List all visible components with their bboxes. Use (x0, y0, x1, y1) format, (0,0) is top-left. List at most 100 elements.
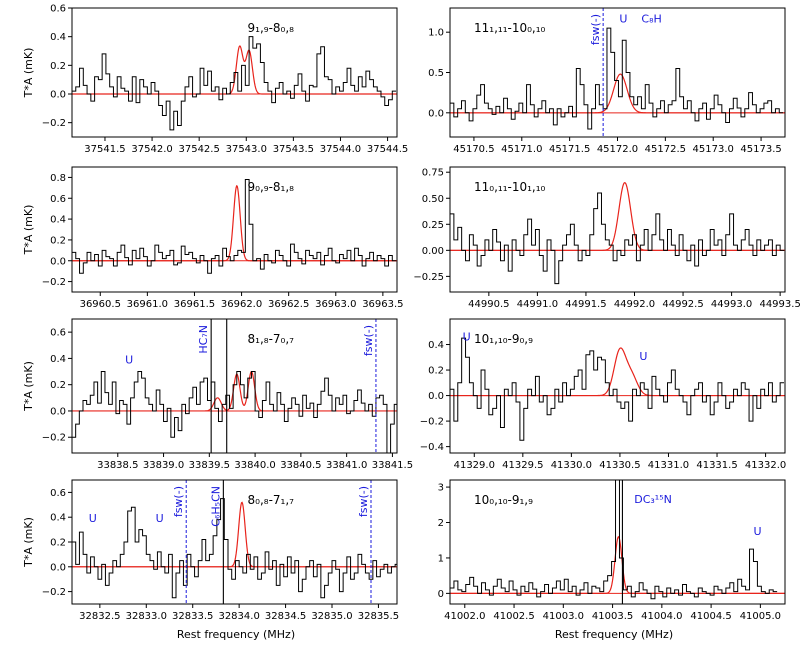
y-tick-label: 0.4 (50, 354, 66, 365)
x-tick-label: 44990.5 (468, 299, 509, 310)
y-tick-label: 0.50 (422, 194, 444, 205)
panel-5: fsw(-) U C₈H 45170.5 45171.0 45171.5 45172.0 45… (428, 7, 786, 155)
y-tick-label: 0.0 (50, 90, 66, 101)
x-tick-label: 45173.5 (740, 144, 781, 155)
y-tick-label: 0.0 (50, 406, 66, 417)
y-tick-label: 0.00 (422, 246, 444, 257)
x-tick-label: 44992.5 (662, 299, 703, 310)
model-fit-line (450, 181, 785, 251)
x-tick-label: 33841.0 (326, 460, 367, 471)
y-tick-label: 0.2 (50, 61, 66, 72)
panel-frame (71, 479, 398, 605)
x-tick-label: 41330.0 (551, 460, 592, 471)
y-tick-label: 0.0 (50, 562, 66, 573)
panel-7: U U 41329.0 41329.5 41330.0 41330.5 41331.0 413… (420, 318, 786, 471)
x-tick-label: 37544.5 (367, 144, 408, 155)
plot-area (72, 480, 397, 604)
x-tick-label: 36963.0 (315, 299, 356, 310)
y-axis-label: T*A (mK) (22, 48, 35, 99)
plot-area (72, 319, 397, 453)
y-tick-label: 0 (438, 589, 444, 600)
annotation-label: U (753, 525, 761, 538)
x-tick-label: 37543.5 (273, 144, 314, 155)
x-axis-label-left: Rest frequency (MHz) (177, 628, 295, 641)
x-tick-label: 37542.5 (178, 144, 219, 155)
x-tick-label: 33840.5 (280, 460, 321, 471)
y-tick-label: 1.0 (428, 28, 444, 39)
annotation-label: U (125, 354, 133, 367)
panel-frame (71, 7, 398, 138)
annotation-label: DC₃¹⁵N (634, 493, 672, 506)
x-tick-label: 41004.0 (641, 611, 682, 622)
x-tick-label: 33839.0 (143, 460, 184, 471)
model-fit-line (72, 184, 397, 262)
y-tick-label: 2 (438, 518, 444, 529)
y-tick-label: −0.25 (413, 272, 444, 283)
model-fit-line (450, 347, 785, 397)
x-tick-label: 36962.5 (268, 299, 309, 310)
panel-frame (71, 166, 398, 293)
panel-frame (71, 318, 398, 454)
y-tick-label: 0.2 (428, 366, 444, 377)
annotation-label: U (619, 13, 627, 26)
panel-title: 9₁,₉-8₀,₈ (248, 21, 295, 35)
x-tick-label: 44993.5 (759, 299, 800, 310)
y-tick-label: 0.6 (50, 194, 66, 205)
x-tick-label: 41331.5 (696, 460, 737, 471)
x-tick-label: 45171.5 (549, 144, 590, 155)
x-tick-label: 32834.0 (218, 611, 259, 622)
x-tick-label: 37543.0 (226, 144, 267, 155)
x-tick-label: 32833.0 (126, 611, 167, 622)
panel-8: DC₃¹⁵N U 41002.0 41002.5 41003.0 41003.5 41004… (438, 479, 786, 622)
plot-area (450, 8, 785, 137)
y-tick-label: 0.0 (50, 256, 66, 267)
annotation-label: C₈H (641, 13, 661, 26)
y-tick-label: 3 (438, 483, 444, 494)
panel-title: 10₀,₁₀-9₁,₉ (474, 493, 533, 507)
spectrum-line (72, 498, 397, 599)
x-tick-label: 36960.5 (80, 299, 121, 310)
annotation-label: U (156, 512, 164, 525)
spectrum-line (72, 179, 397, 274)
plot-area (72, 179, 397, 274)
marker-label: C₆H₅CN (209, 486, 222, 527)
spectrum-line (450, 192, 785, 285)
x-tick-label: 36961.5 (174, 299, 215, 310)
x-tick-label: 41002.5 (493, 611, 534, 622)
x-tick-label: 33841.5 (372, 460, 413, 471)
y-tick-label: 0.6 (50, 488, 66, 499)
marker-label: fsw(-) (589, 14, 602, 45)
spectrum-line (72, 36, 397, 131)
y-tick-label: 0.4 (50, 32, 66, 43)
y-tick-label: 0.5 (428, 68, 444, 79)
x-tick-label: 44991.0 (517, 299, 558, 310)
x-tick-label: 37541.5 (84, 144, 125, 155)
y-axis-label: T*A (mK) (22, 361, 35, 412)
x-tick-label: 44993.0 (711, 299, 752, 310)
annotation-label: U (639, 350, 647, 363)
panel-title: 10₁,₁₀-9₀,₉ (474, 332, 533, 346)
marker-label: fsw(-) (357, 486, 370, 517)
y-tick-label: 0.6 (50, 328, 66, 339)
x-tick-label: 45170.5 (453, 144, 494, 155)
x-tick-label: 45172.5 (645, 144, 686, 155)
x-tick-label: 41003.5 (592, 611, 633, 622)
x-tick-label: 37542.0 (131, 144, 172, 155)
y-tick-label: 0.6 (50, 4, 66, 15)
x-tick-label: 33838.5 (97, 460, 138, 471)
x-tick-label: 44992.0 (614, 299, 655, 310)
plot-area (72, 36, 397, 131)
plot-area (450, 480, 785, 604)
x-tick-label: 33839.5 (189, 460, 230, 471)
x-tick-label: 41004.5 (690, 611, 731, 622)
x-tick-label: 32833.5 (172, 611, 213, 622)
y-tick-label: 1 (438, 553, 444, 564)
marker-label: fsw(-) (172, 486, 185, 517)
plot-area (450, 181, 785, 285)
x-tick-label: 36961.0 (127, 299, 168, 310)
y-axis-label: T*A (mK) (22, 205, 35, 256)
y-tick-label: 0.8 (50, 173, 66, 184)
spectrum-line (450, 27, 784, 130)
y-tick-label: 0.0 (428, 391, 444, 402)
panel-3: HC₇N fsw(-) U 33838.5 33839.0 33839.5 33840.0 3… (22, 318, 413, 471)
